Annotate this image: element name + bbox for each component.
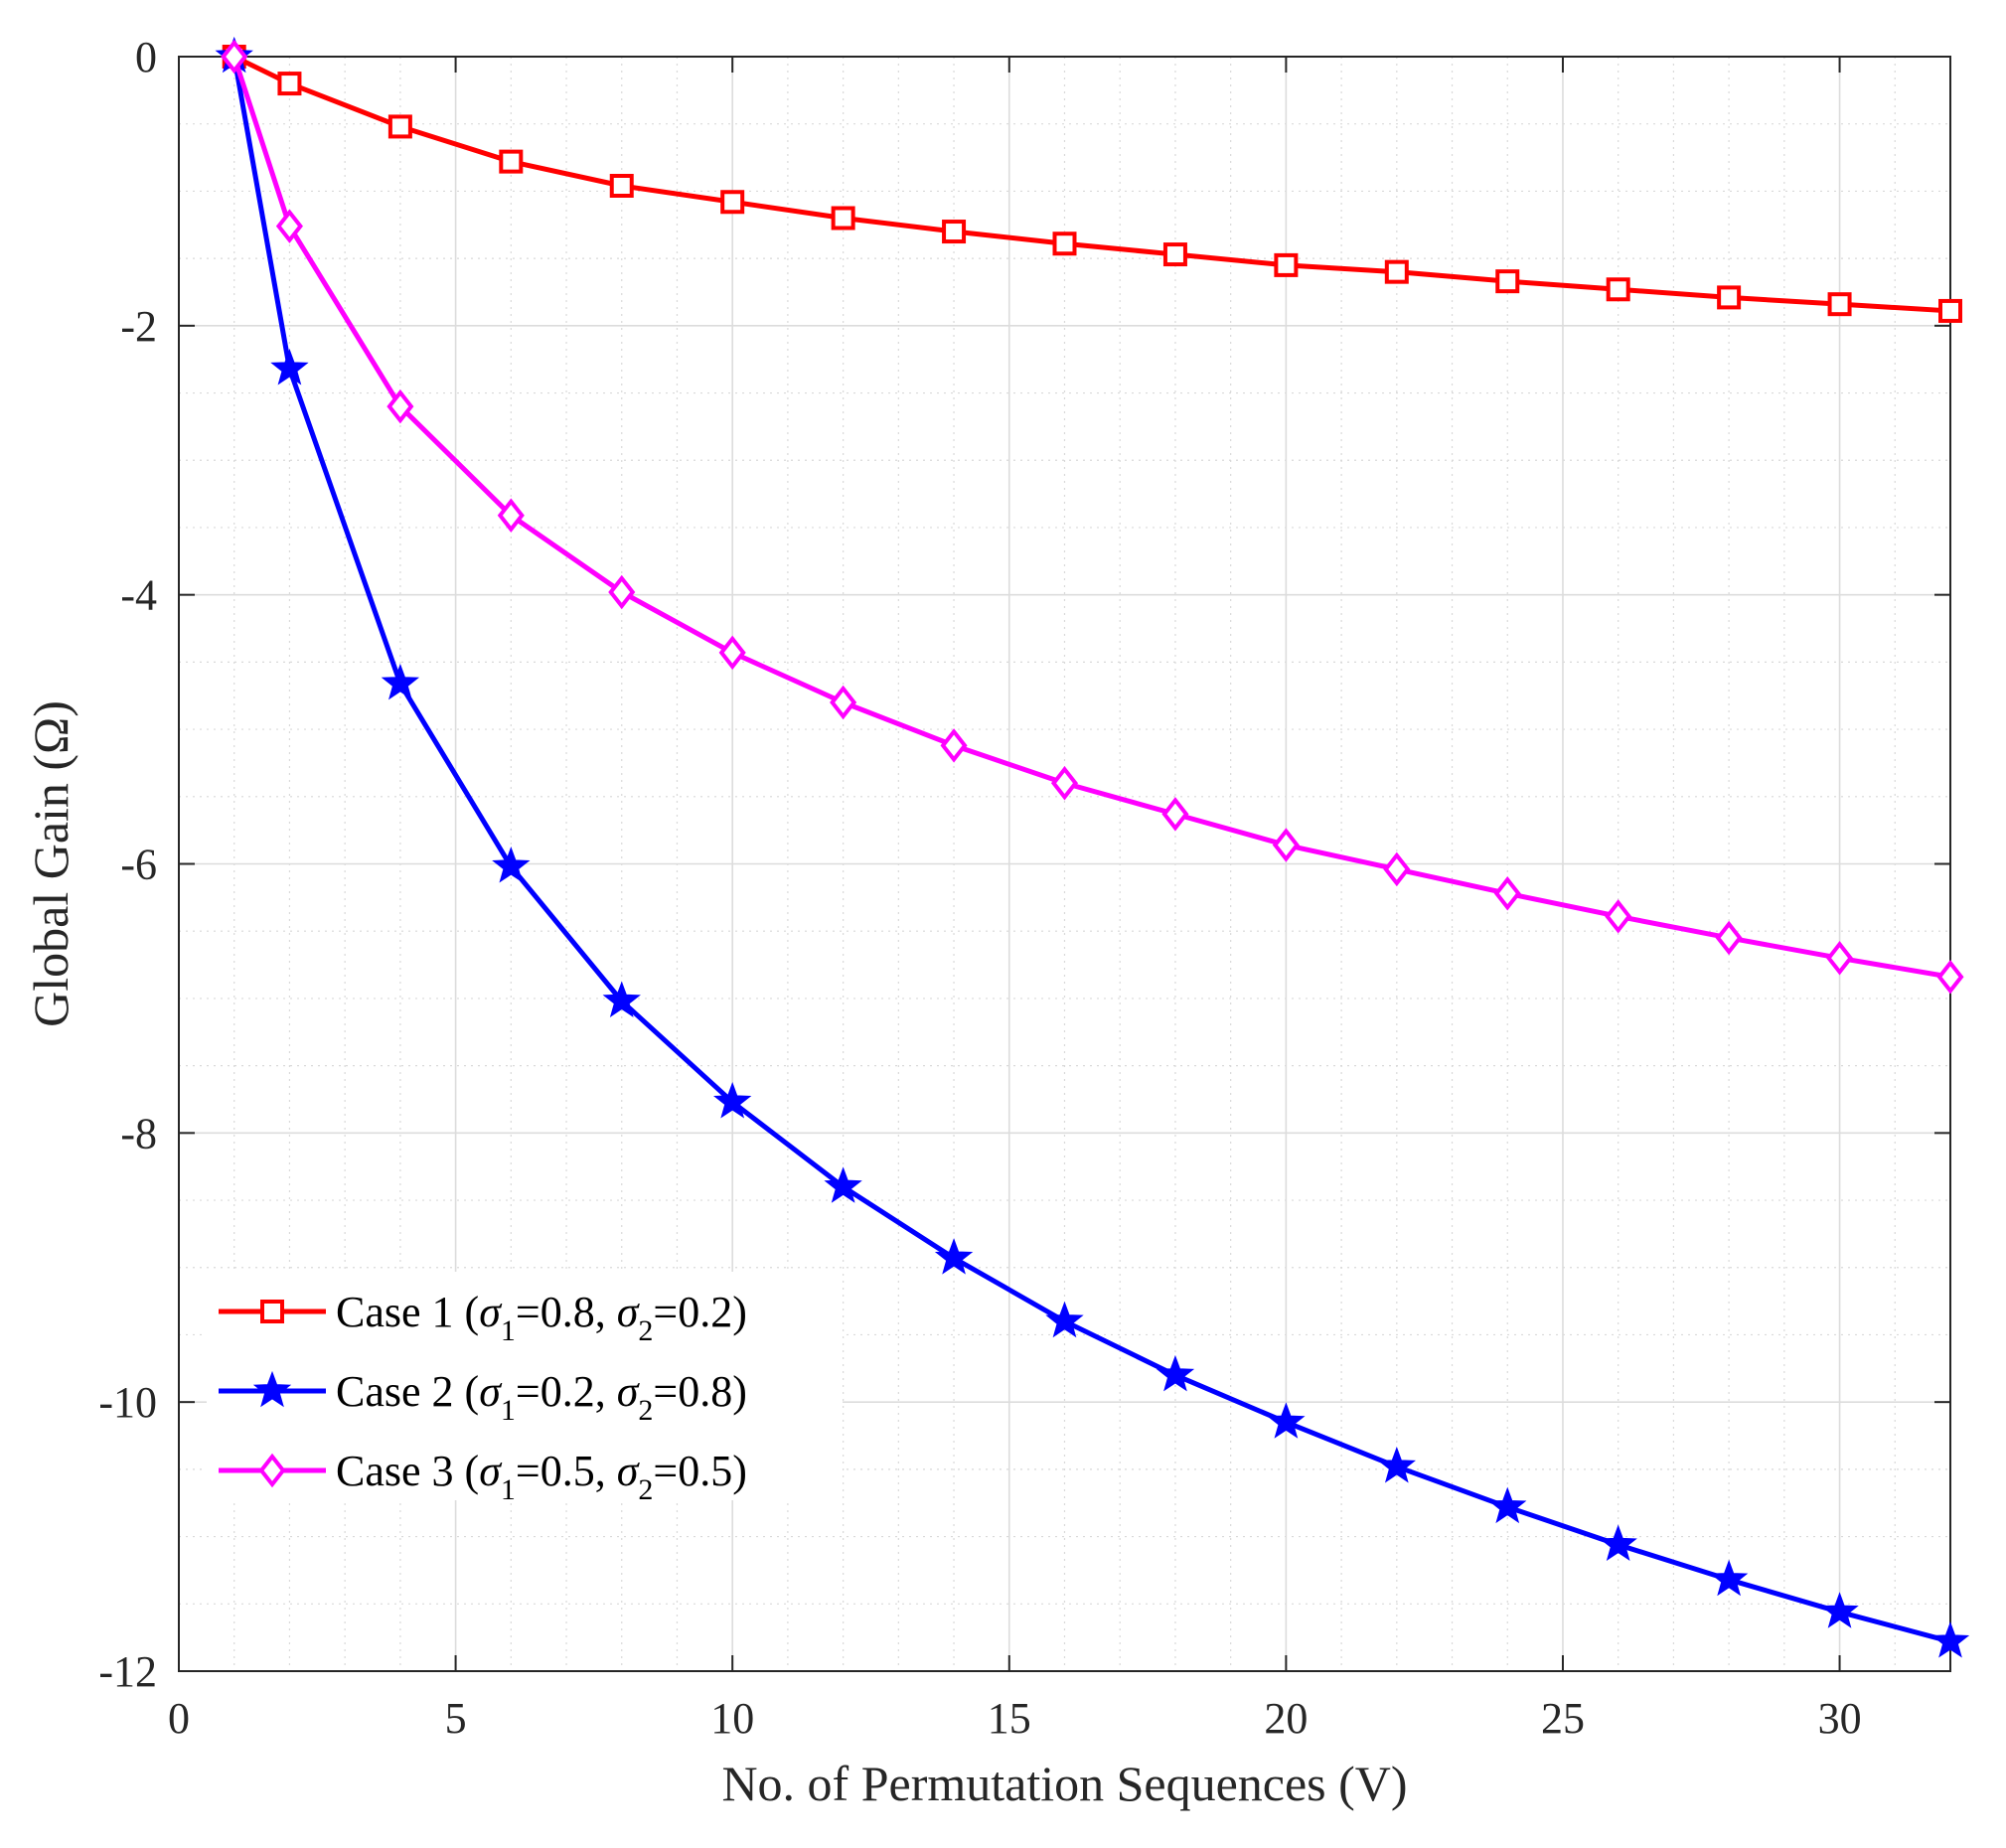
data-point-case-2: [1267, 1402, 1306, 1439]
data-point-case-1: [277, 72, 302, 96]
data-point-case-3: [1050, 766, 1079, 801]
data-point-case-2: [602, 981, 641, 1017]
legend: Case 1 (σ1=0.8, σ2=0.2) Case 2 (σ1=0.2, σ…: [207, 1272, 843, 1506]
x-tick-label: 10: [710, 1694, 754, 1743]
data-point-case-2: [1820, 1592, 1859, 1628]
data-point-case-1: [1162, 242, 1187, 267]
data-point-case-2: [713, 1082, 752, 1119]
x-tick-label: 15: [988, 1694, 1031, 1743]
y-axis-label: Global Gain (Ω): [23, 700, 78, 1027]
data-point-case-1: [387, 114, 412, 139]
data-point-case-1: [1717, 285, 1742, 310]
data-point-case-1: [1938, 298, 1962, 323]
legend-item-case-1: Case 1 (σ1=0.8, σ2=0.2): [219, 1288, 747, 1347]
data-point-case-2: [1930, 1621, 1970, 1658]
y-tick-label: -4: [120, 571, 157, 620]
data-point-case-2: [381, 663, 420, 700]
y-tick-label: -12: [98, 1647, 157, 1696]
data-point-case-2: [824, 1166, 862, 1203]
y-tick-label: 0: [135, 33, 157, 81]
y-tick-label: -8: [120, 1109, 157, 1157]
y-tick-label: -6: [120, 841, 157, 889]
data-point-case-2: [1156, 1354, 1195, 1392]
data-point-case-2: [1599, 1524, 1637, 1562]
data-point-case-1: [1606, 277, 1630, 302]
x-tick-label: 0: [168, 1694, 190, 1743]
x-tick-label: 25: [1541, 1694, 1585, 1743]
series-case-2: [215, 36, 1970, 1658]
data-point-case-2: [934, 1238, 974, 1275]
x-tick-label: 30: [1818, 1694, 1862, 1743]
legend-marker-case-2: [252, 1370, 292, 1408]
series-case-1: [222, 45, 1962, 323]
series-layer: [215, 36, 1970, 1658]
data-point-case-2: [492, 847, 531, 883]
x-tick-label: 20: [1264, 1694, 1308, 1743]
data-point-case-1: [1495, 269, 1520, 294]
data-point-case-3: [221, 39, 248, 75]
legend-item-case-2: Case 2 (σ1=0.2, σ2=0.8): [219, 1367, 747, 1427]
data-point-case-1: [499, 149, 524, 174]
data-point-case-3: [1936, 960, 1964, 995]
data-point-case-3: [497, 498, 525, 534]
legend-label-case-3: Case 3 (σ1=0.5, σ2=0.5): [336, 1447, 747, 1506]
data-point-case-1: [720, 190, 745, 215]
y-tick-label: -10: [98, 1378, 157, 1427]
data-point-case-1: [1274, 252, 1299, 277]
series-case-3: [221, 39, 1964, 995]
data-point-case-3: [275, 209, 303, 243]
data-point-case-3: [940, 728, 968, 763]
y-tick-label: -2: [120, 302, 157, 351]
legend-label-case-2: Case 2 (σ1=0.2, σ2=0.8): [336, 1367, 747, 1427]
legend-item-case-3: Case 3 (σ1=0.5, σ2=0.5): [219, 1447, 747, 1506]
x-tick-label: 5: [445, 1694, 467, 1743]
data-point-case-3: [1383, 851, 1411, 887]
data-point-case-1: [1384, 259, 1409, 284]
axis-ticks: 0 5 10 15 20 25 30 0 -2 -4 -6 -8 -10 -12: [98, 33, 1950, 1743]
legend-label-case-1: Case 1 (σ1=0.8, σ2=0.2): [336, 1288, 747, 1347]
data-point-case-3: [830, 685, 857, 720]
data-point-case-3: [1161, 797, 1189, 832]
data-point-case-3: [1493, 876, 1521, 911]
data-point-case-2: [1377, 1447, 1416, 1483]
data-point-case-1: [1827, 292, 1852, 317]
data-point-case-2: [1488, 1486, 1527, 1524]
data-point-case-2: [1045, 1301, 1084, 1338]
data-point-case-1: [609, 174, 634, 198]
data-point-case-1: [942, 220, 967, 244]
data-point-case-3: [1715, 920, 1743, 956]
data-point-case-2: [1709, 1559, 1749, 1597]
data-point-case-3: [1826, 941, 1854, 976]
data-point-case-1: [1052, 231, 1077, 256]
data-point-case-2: [270, 349, 309, 385]
data-point-case-3: [386, 388, 414, 424]
legend-marker-case-1: [260, 1300, 284, 1323]
data-point-case-3: [718, 635, 746, 671]
data-point-case-3: [1605, 899, 1632, 934]
data-point-case-1: [831, 206, 855, 231]
x-axis-label: No. of Permutation Sequences (V): [721, 1756, 1407, 1811]
legend-marker-case-3: [258, 1453, 286, 1488]
data-point-case-3: [1272, 828, 1300, 862]
data-point-case-3: [608, 574, 636, 610]
